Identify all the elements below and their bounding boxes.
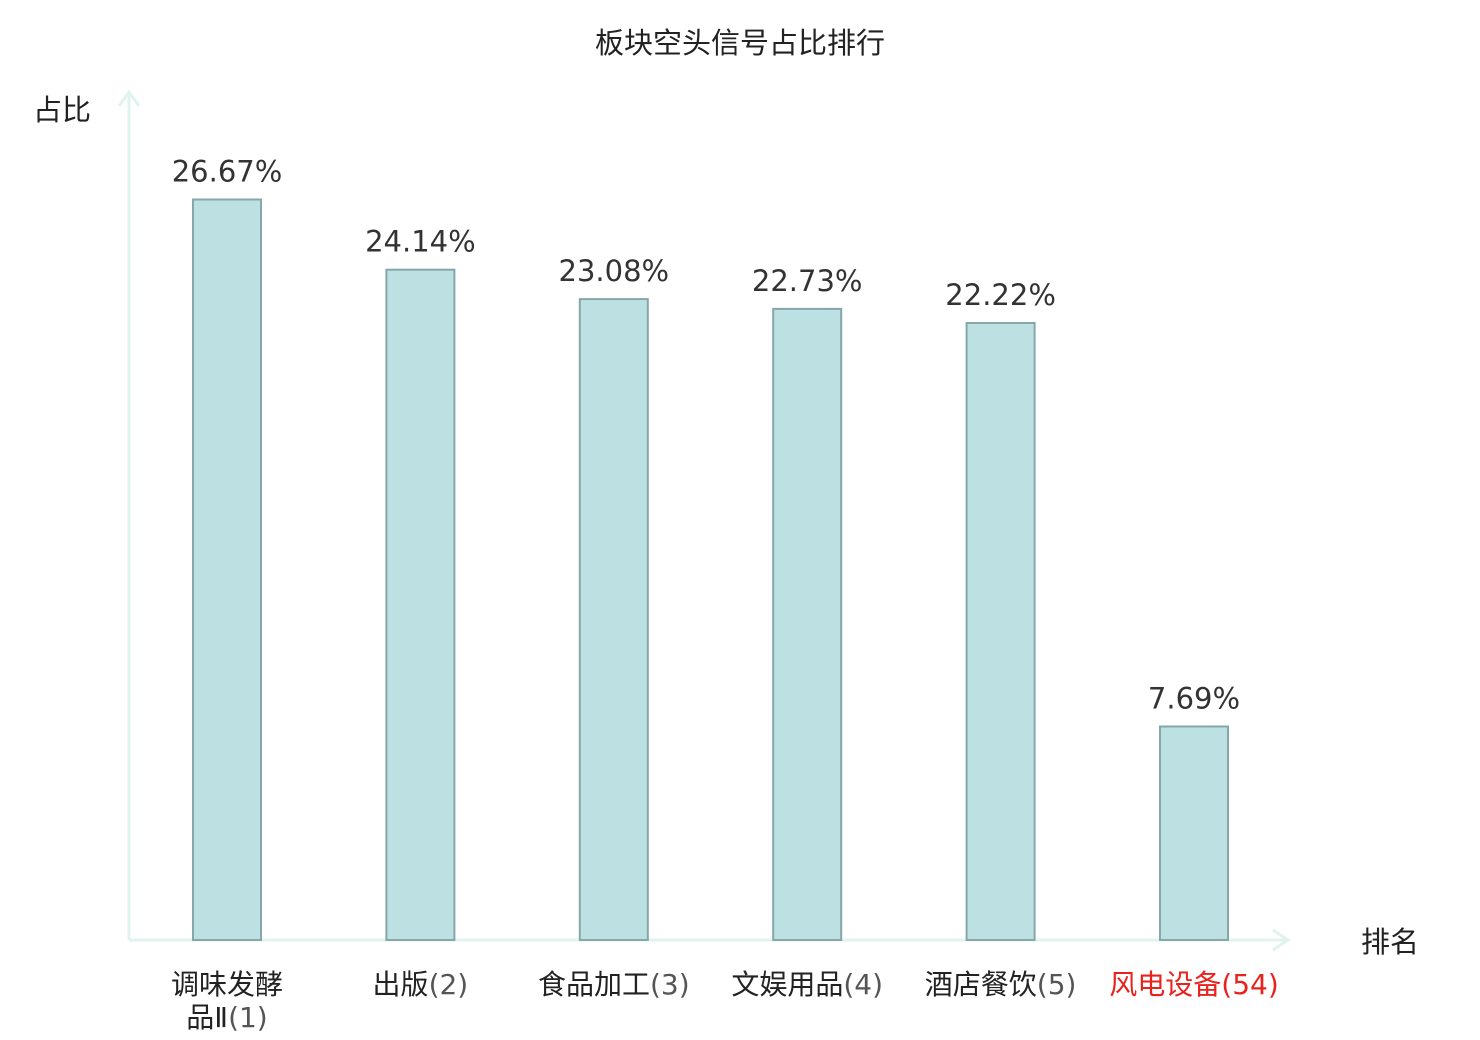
category-label-2: 出版(2) [373, 968, 469, 1001]
category-labels-group: 调味发酵品Ⅱ(1)出版(2) 食品加工(3) 文娱用品(4) 酒店餐饮(5) 风电设备(… [171, 968, 1279, 1034]
category-label-4: 文娱用品(4) [731, 968, 883, 1001]
category-rank: (3) [650, 968, 690, 1001]
category-name-line: 食品加工 [538, 968, 650, 1001]
chart-title: 板块空头信号占比排行 [595, 26, 885, 60]
value-label-3: 23.08% [559, 254, 670, 288]
bars-group [192, 198, 1229, 942]
category-name-line: 调味发酵 [171, 968, 283, 1001]
value-label-4: 22.73% [752, 264, 863, 298]
value-label-5: 22.22% [945, 278, 1056, 312]
category-label-6: 风电设备(54) [1109, 968, 1279, 1001]
value-label-2: 24.14% [365, 225, 476, 259]
x-axis [129, 928, 1291, 952]
y-axis [117, 89, 141, 940]
x-axis-label: 排名 [1361, 925, 1419, 959]
bar-5 [965, 322, 1036, 941]
category-name-line: 风电设备 [1109, 968, 1221, 1001]
bar-2 [385, 268, 456, 941]
y-axis-label: 占比 [33, 93, 91, 127]
category-name-line: 出版 [373, 968, 429, 1001]
bar-6 [1159, 725, 1229, 941]
category-rank: (4) [843, 968, 883, 1001]
value-label-1: 26.67% [172, 155, 283, 189]
x-axis-arrow [1272, 928, 1291, 952]
bar-1 [192, 198, 262, 941]
bar-4 [772, 307, 843, 941]
category-label-3: 食品加工(3) [538, 968, 690, 1001]
category-label-5: 酒店餐饮(5) [925, 968, 1077, 1001]
category-name-line: 文娱用品 [731, 968, 843, 1001]
category-name-line: 酒店餐饮 [925, 968, 1037, 1001]
category-rank: (5) [1037, 968, 1077, 1001]
bar-3 [578, 298, 649, 942]
value-labels-group: 26.67% 24.14% 23.08% 22.73% 22.22% 7.69% [172, 155, 1240, 716]
category-rank: (54) [1221, 968, 1278, 1001]
category-rank: (1) [228, 1001, 268, 1034]
y-axis-arrow [117, 89, 141, 107]
category-rank: (2) [429, 968, 469, 1001]
category-label-1: 调味发酵品Ⅱ(1) [171, 968, 283, 1034]
category-name-line: 品Ⅱ [186, 1001, 228, 1034]
value-label-6: 7.69% [1148, 682, 1240, 716]
